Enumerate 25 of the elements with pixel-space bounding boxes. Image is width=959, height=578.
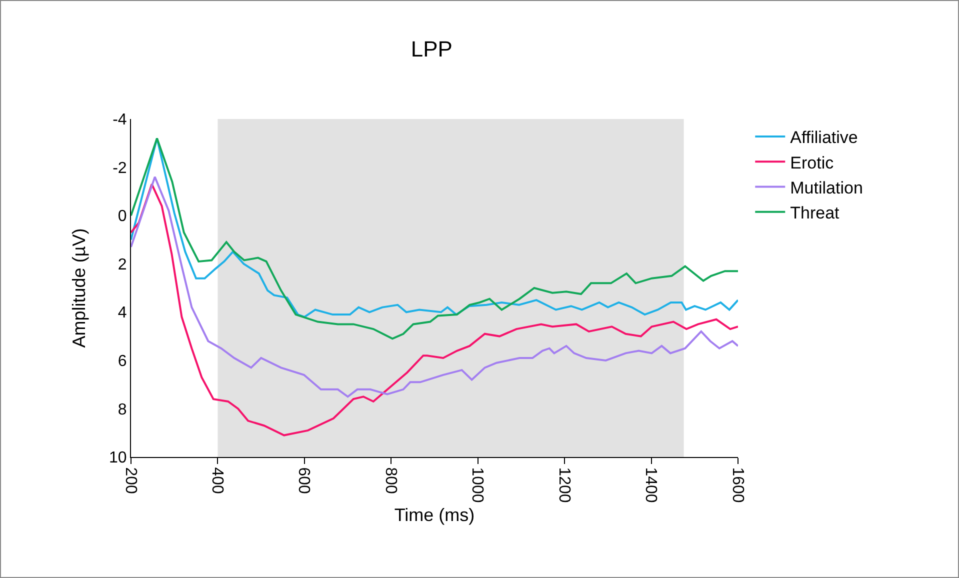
x-tick-label: 1200: [555, 467, 572, 503]
y-tick-label: 0: [118, 208, 127, 226]
legend-label: Erotic: [790, 153, 834, 172]
y-axis-title: Amplitude (µV): [69, 228, 89, 348]
x-tick-label: 400: [208, 467, 226, 494]
legend-label: Mutilation: [790, 178, 863, 198]
x-tick-label: 800: [382, 467, 399, 494]
y-tick-label: 2: [118, 256, 127, 274]
line-series: [131, 176, 738, 398]
y-tick-label: 6: [118, 353, 127, 370]
legend-label: Affiliative: [790, 128, 858, 148]
x-tick-label: 1600: [728, 467, 746, 503]
x-tick-label: 1400: [642, 467, 660, 503]
x-tick-label: 200: [122, 467, 139, 494]
x-tick-label: 600: [295, 467, 312, 494]
y-tick-label: 4: [118, 304, 127, 322]
legend-label: Threat: [790, 203, 840, 222]
chart-title: LPP: [410, 36, 452, 62]
x-tick-label: 1000: [468, 467, 486, 503]
x-axis-title: Time (ms): [394, 505, 475, 525]
y-tick-label: -2: [112, 160, 127, 177]
y-tick-label: 10: [109, 450, 127, 467]
line-series: [131, 183, 738, 436]
y-tick-label: -4: [112, 112, 127, 129]
y-tick-label: 8: [118, 401, 127, 418]
